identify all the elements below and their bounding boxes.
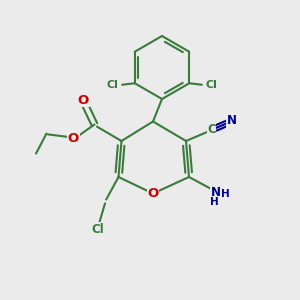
Text: Cl: Cl [106, 80, 118, 90]
Text: N: N [210, 186, 220, 199]
Text: O: O [147, 187, 159, 200]
Text: Cl: Cl [91, 223, 104, 236]
Text: O: O [68, 132, 79, 145]
Text: C: C [207, 123, 216, 136]
Text: Cl: Cl [206, 80, 218, 90]
Text: N: N [227, 114, 237, 128]
Text: H: H [210, 196, 219, 207]
Text: H: H [220, 189, 230, 199]
Text: O: O [78, 94, 89, 107]
